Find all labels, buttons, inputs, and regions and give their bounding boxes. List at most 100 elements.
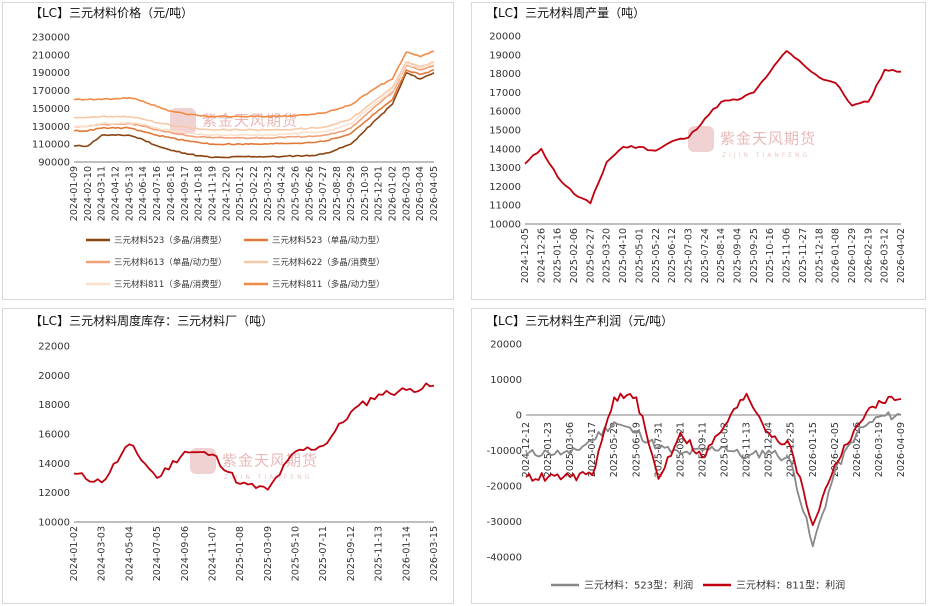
x-tick-label: 2025-04-24 [277,166,288,221]
x-tick-label: 2026-04-05 [429,166,440,221]
x-tick-label: 2026-02-26 [852,422,863,477]
y-tick-label: 210000 [32,50,70,61]
y-tick-label: 110000 [32,140,70,151]
y-tick-label: 10000 [490,375,522,386]
chart-profit: -40000 -30000 -20000 -10000 0 10000 20000 2024-… [487,340,907,592]
legend-label: 三元材料523（多晶/消费型） [114,235,227,246]
x-tick-label: 2026-04-02 [896,228,907,283]
y-tick-label: 10000 [489,220,521,231]
x-tick-label: 2024-09-06 [180,526,191,581]
x-tick-label: 2024-05-04 [124,526,135,581]
series-line-0 [524,50,901,205]
x-tick-label: 2025-08-28 [332,166,343,221]
x-tick-label: 2025-07-31 [653,422,664,477]
y-tick-label: 20000 [38,371,70,382]
x-tick-label: 2024-04-12 [111,166,122,221]
x-tick-label: 2024-03-11 [97,166,108,221]
x-tick-label: 2025-05-29 [609,422,620,477]
x-tick-label: 2026-01-08 [831,228,842,283]
x-tick-label: 2025-03-06 [565,422,576,477]
x-tick-label: 2025-08-14 [716,228,727,283]
y-tick-label: 16000 [38,430,70,441]
chart-production: 10000 11000 12000 13000 14000 15000 16000 17000… [489,32,907,284]
series-line-1 [73,69,435,146]
x-tick-label: 2025-11-13 [374,526,385,581]
y-tick-label: 12000 [38,488,70,499]
x-tick-label: 2025-09-25 [749,228,760,283]
series-line-4 [73,63,435,137]
x-tick-label: 2024-12-05 [520,228,531,283]
chart-title-inventory: 【LC】三元材料周度库存：三元材料厂（吨） [30,314,274,328]
x-tick-label: 2026-03-19 [874,422,885,477]
x-tick-label: 2025-07-24 [700,228,711,283]
x-tick-label: 2025-06-26 [304,166,315,221]
y-tick-label: 14000 [38,459,70,470]
x-tick-label: 2024-12-26 [536,228,547,283]
series-line-0 [525,411,902,548]
series-line-2 [73,64,435,140]
y-tick-label: 190000 [32,68,70,79]
panel-price [2,2,454,300]
x-tick-label: 2024-10-18 [194,166,205,221]
x-tick-label: 2025-02-22 [249,166,260,221]
legend-label: 三元材料：523型：利润 [584,579,693,592]
x-tick-label: 2024-02-10 [83,166,94,221]
y-tick-label: 15000 [489,126,521,137]
x-tick-label: 2025-01-21 [235,166,246,221]
x-tick-label: 2024-01-02 [69,526,80,581]
x-tick-label: 2025-03-20 [602,228,613,283]
x-tick-label: 2025-01-16 [553,228,564,283]
y-tick-label: 10000 [38,518,70,529]
series-line-1 [525,392,902,526]
x-tick-label: 2025-04-10 [618,228,629,283]
y-tick-label: 19000 [489,50,521,61]
legend-label: 三元材料811（多晶/消费型） [114,279,227,290]
x-tick-label: 2025-06-19 [631,422,642,477]
x-tick-label: 2025-11-06 [782,228,793,283]
x-tick-label: 2025-03-23 [263,166,274,221]
x-tick-label: 2025-07-03 [683,228,694,283]
y-tick-label: 18000 [38,400,70,411]
x-tick-label: 2025-07-11 [318,526,329,581]
x-tick-label: 2025-08-21 [675,422,686,477]
x-tick-label: 2025-12-01 [374,166,385,221]
series-line-0 [73,382,435,491]
x-tick-label: 2024-06-14 [138,166,149,221]
x-tick-label: 2025-12-18 [814,228,825,283]
x-tick-label: 2025-09-04 [733,228,744,283]
x-tick-label: 2026-01-15 [808,422,819,477]
x-tick-label: 2024-12-12 [521,422,532,477]
y-tick-label: 16000 [489,107,521,118]
x-tick-label: 2025-07-27 [318,166,329,221]
series-line-3 [73,61,435,132]
x-tick-label: 2025-04-17 [587,422,598,477]
y-tick-label: -20000 [487,482,522,493]
x-tick-label: 2025-05-10 [291,526,302,581]
x-tick-label: 2025-01-23 [543,422,554,477]
x-tick-label: 2025-06-12 [667,228,678,283]
chart-inventory: 10000 12000 14000 16000 18000 20000 22000 2024-… [38,342,440,582]
y-tick-label: 17000 [489,88,521,99]
y-tick-label: 170000 [32,86,70,97]
x-tick-label: 2024-12-20 [221,166,232,221]
x-tick-label: 2025-11-13 [742,422,753,477]
x-tick-label: 2025-05-26 [291,166,302,221]
y-tick-label: -10000 [487,446,522,457]
y-tick-label: 18000 [489,69,521,80]
series-line-5 [73,50,435,118]
y-tick-label: -30000 [487,517,522,528]
x-tick-label: 2025-10-16 [765,228,776,283]
y-tick-label: 0 [516,411,522,422]
x-tick-label: 2026-01-14 [401,526,412,581]
x-tick-label: 2024-08-16 [166,166,177,221]
x-tick-label: 2025-05-01 [634,228,645,283]
x-tick-label: 2025-10-02 [720,422,731,477]
x-tick-label: 2026-01-02 [387,166,398,221]
panel-inventory [2,308,454,604]
x-tick-label: 2025-09-29 [346,166,357,221]
x-tick-label: 2026-03-12 [880,228,891,283]
x-tick-label: 2025-03-09 [263,526,274,581]
y-tick-label: 130000 [32,122,70,133]
x-tick-label: 2026-02-03 [401,166,412,221]
x-tick-label: 2024-05-13 [124,166,135,221]
